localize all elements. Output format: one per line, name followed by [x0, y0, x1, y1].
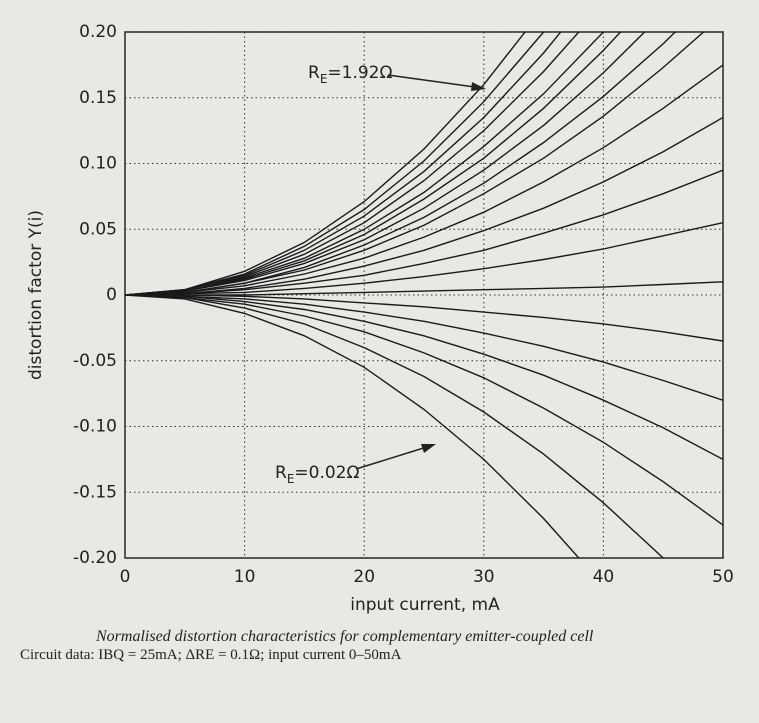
- annotation: RE=0.02Ω: [275, 463, 360, 486]
- caption-box: Normalised distortion characteristics fo…: [20, 628, 594, 663]
- curve: [125, 32, 580, 296]
- curve: [125, 32, 646, 296]
- curve: [125, 32, 562, 296]
- curve: [125, 32, 605, 296]
- lines: [125, 32, 723, 558]
- curve: [125, 64, 723, 296]
- annotation: RE=1.92Ω: [308, 63, 393, 86]
- y-tick-label: 0.20: [79, 22, 117, 42]
- x-axis-label: input current, mA: [350, 595, 500, 615]
- y-tick-label: -0.20: [73, 548, 117, 568]
- y-tick-label: -0.15: [73, 482, 117, 502]
- curve: [125, 32, 677, 296]
- arrowhead: [471, 82, 486, 91]
- x-tick-label: 0: [120, 567, 131, 587]
- y-tick-label: -0.05: [73, 351, 117, 371]
- x-tick-label: 30: [473, 567, 495, 587]
- curve: [125, 294, 665, 558]
- y-tick-label: 0.05: [79, 219, 117, 239]
- circuit-data: Circuit data: IBQ = 25mA; ΔRE = 0.1Ω; in…: [20, 647, 402, 663]
- y-tick-label: 0.15: [79, 88, 117, 108]
- curve: [125, 281, 723, 296]
- x-tick-label: 40: [593, 567, 615, 587]
- curve: [125, 222, 723, 296]
- y-axis-label: distortion factor Y(i): [26, 210, 46, 380]
- curve: [125, 32, 545, 296]
- curve: [125, 32, 622, 296]
- y-tick-label: 0.10: [79, 154, 117, 174]
- annotation-arrow: [387, 74, 483, 89]
- arrowhead: [421, 444, 436, 453]
- curve: [125, 32, 705, 296]
- x-tick-label: 20: [353, 567, 375, 587]
- y-tick-label: 0: [106, 285, 117, 305]
- curve: [125, 116, 723, 296]
- caption: Normalised distortion characteristics fo…: [96, 628, 594, 645]
- curve: [125, 294, 723, 342]
- curve: [125, 294, 723, 401]
- x-tick-label: 10: [234, 567, 256, 587]
- curve: [125, 169, 723, 296]
- curve: [125, 294, 723, 461]
- curve: [125, 294, 723, 526]
- x-tick-label: 50: [712, 567, 734, 587]
- annotation-arrow: [355, 445, 431, 470]
- curve: [125, 32, 526, 296]
- y-tick-label: -0.10: [73, 417, 117, 437]
- curve: [125, 294, 580, 558]
